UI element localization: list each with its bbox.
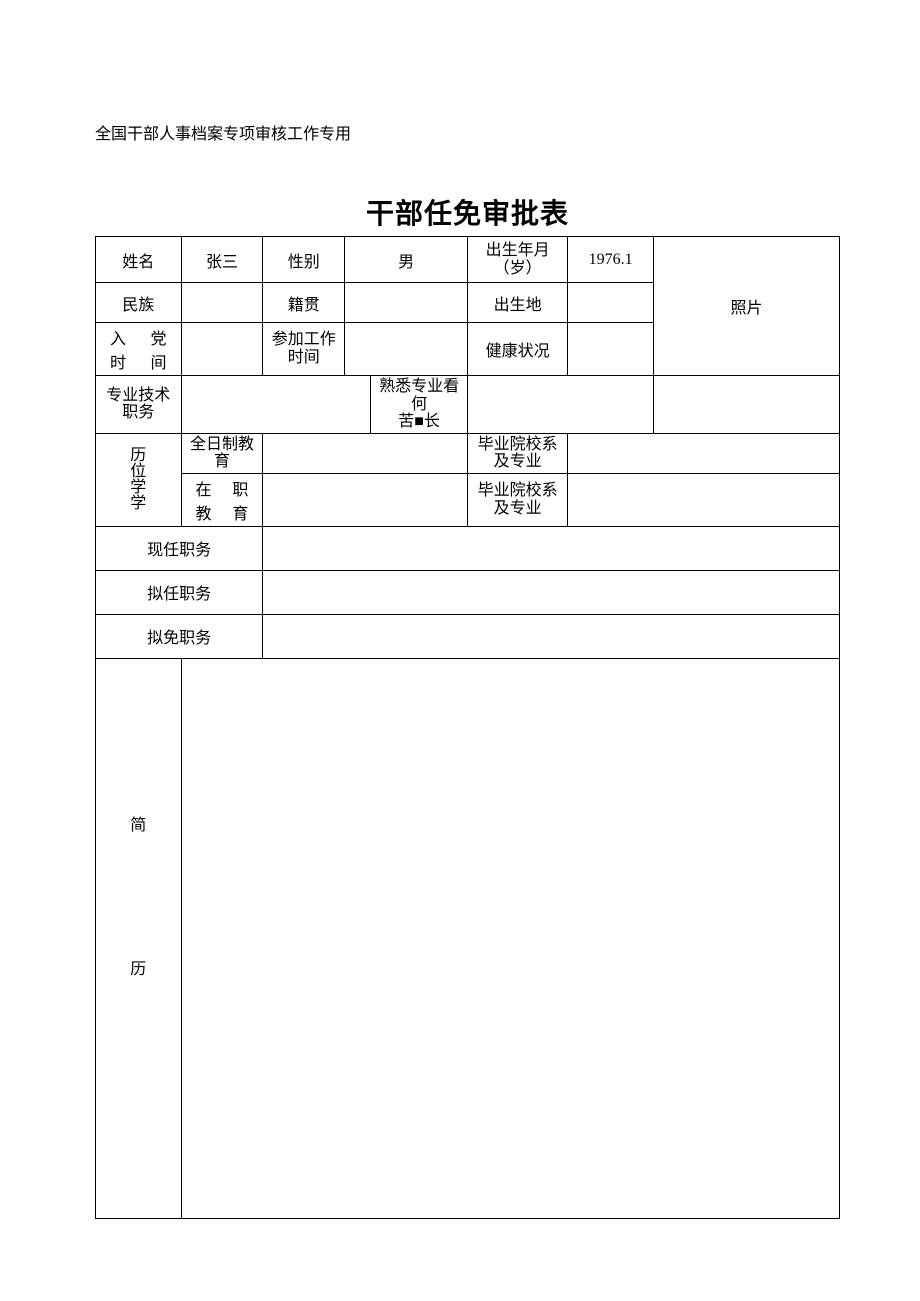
empty-cell-4 xyxy=(653,376,839,434)
label-party-join: 入 党 时 间 xyxy=(96,323,182,376)
label-birth-line2: （岁） xyxy=(494,260,542,278)
value-party-join xyxy=(181,323,263,376)
onjob-c2: 职 xyxy=(232,476,248,500)
value-birthplace xyxy=(568,283,654,323)
value-health xyxy=(568,323,654,376)
value-proposed-post xyxy=(263,570,840,614)
label-work-start: 参加工作 时间 xyxy=(263,323,345,376)
document-page: 全国干部人事档案专项审核工作专用 干部任免审批表 姓名 张三 性别 男 出生年月… xyxy=(0,0,920,1219)
label-proposed-post: 拟任职务 xyxy=(96,570,263,614)
party-join-c3: 时 xyxy=(110,349,126,373)
value-current-post xyxy=(263,526,840,570)
grad2-l2: 及专业 xyxy=(494,500,542,518)
value-specialty xyxy=(467,376,653,434)
work-start-l1: 参加工作 xyxy=(272,331,336,349)
value-birth: 1976.1 xyxy=(568,237,654,283)
label-native-place: 籍贯 xyxy=(263,283,345,323)
form-title: 干部任免审批表 xyxy=(95,192,840,232)
header-note: 全国干部人事档案专项审核工作专用 xyxy=(95,120,840,144)
onjob-c4: 育 xyxy=(232,500,248,524)
value-resume xyxy=(181,658,839,1218)
party-join-c1: 入 xyxy=(110,325,126,349)
value-ethnicity xyxy=(181,283,263,323)
tech-title-l1: 专业技术 xyxy=(106,387,170,405)
value-remove-post xyxy=(263,614,840,658)
tech-title-l2: 职务 xyxy=(122,404,154,422)
value-fulltime-school xyxy=(568,433,840,473)
approval-form-table: 姓名 张三 性别 男 出生年月 （岁） 1976.1 照片 民族 籍贯 出生地 xyxy=(95,236,840,1219)
value-fulltime-edu xyxy=(263,433,468,473)
specialty-l2: 苦■长 xyxy=(398,413,440,431)
photo-cell: 照片 xyxy=(653,237,839,376)
label-birthplace: 出生地 xyxy=(467,283,567,323)
fulltime-l1: 全日制教 xyxy=(190,436,254,454)
label-tech-title: 专业技术 职务 xyxy=(96,376,182,434)
label-current-post: 现任职务 xyxy=(96,526,263,570)
fulltime-l2: 育 xyxy=(214,453,230,471)
label-edu-degree: 历 位 学 学 xyxy=(96,433,182,526)
resume-c2: 历 xyxy=(130,955,146,979)
onjob-c1: 在 xyxy=(196,476,212,500)
value-native-place xyxy=(345,283,468,323)
grad1-l2: 及专业 xyxy=(494,453,542,471)
label-birth-line1: 出生年月 xyxy=(486,242,550,260)
grad2-l1: 毕业院校系 xyxy=(478,482,558,500)
party-join-c4: 间 xyxy=(151,349,167,373)
value-onjob-edu xyxy=(263,473,468,526)
edu-c2: 位 xyxy=(130,464,146,480)
value-onjob-school xyxy=(568,473,840,526)
value-tech-title xyxy=(181,376,371,434)
value-work-start xyxy=(345,323,468,376)
label-specialty: 熟悉专业看何 苦■长 xyxy=(371,376,468,434)
value-gender: 男 xyxy=(345,237,468,283)
edu-c1: 历 xyxy=(130,448,146,464)
label-resume: 简 历 xyxy=(96,658,182,1218)
resume-c1: 简 xyxy=(130,811,146,835)
party-join-c2: 党 xyxy=(151,325,167,349)
specialty-l1: 熟悉专业看何 xyxy=(375,378,463,413)
work-start-l2: 时间 xyxy=(288,349,320,367)
label-ethnicity: 民族 xyxy=(96,283,182,323)
grad1-l1: 毕业院校系 xyxy=(478,436,558,454)
label-remove-post: 拟免职务 xyxy=(96,614,263,658)
label-fulltime-edu: 全日制教 育 xyxy=(181,433,263,473)
label-birth: 出生年月 （岁） xyxy=(467,237,567,283)
label-name: 姓名 xyxy=(96,237,182,283)
label-grad-school-1: 毕业院校系 及专业 xyxy=(467,433,567,473)
label-health: 健康状况 xyxy=(467,323,567,376)
edu-c4: 学 xyxy=(130,496,146,512)
edu-c3: 学 xyxy=(130,480,146,496)
label-onjob-edu: 在 职 教 育 xyxy=(181,473,263,526)
onjob-c3: 教 xyxy=(196,500,212,524)
label-grad-school-2: 毕业院校系 及专业 xyxy=(467,473,567,526)
label-gender: 性别 xyxy=(263,237,345,283)
value-name: 张三 xyxy=(181,237,263,283)
